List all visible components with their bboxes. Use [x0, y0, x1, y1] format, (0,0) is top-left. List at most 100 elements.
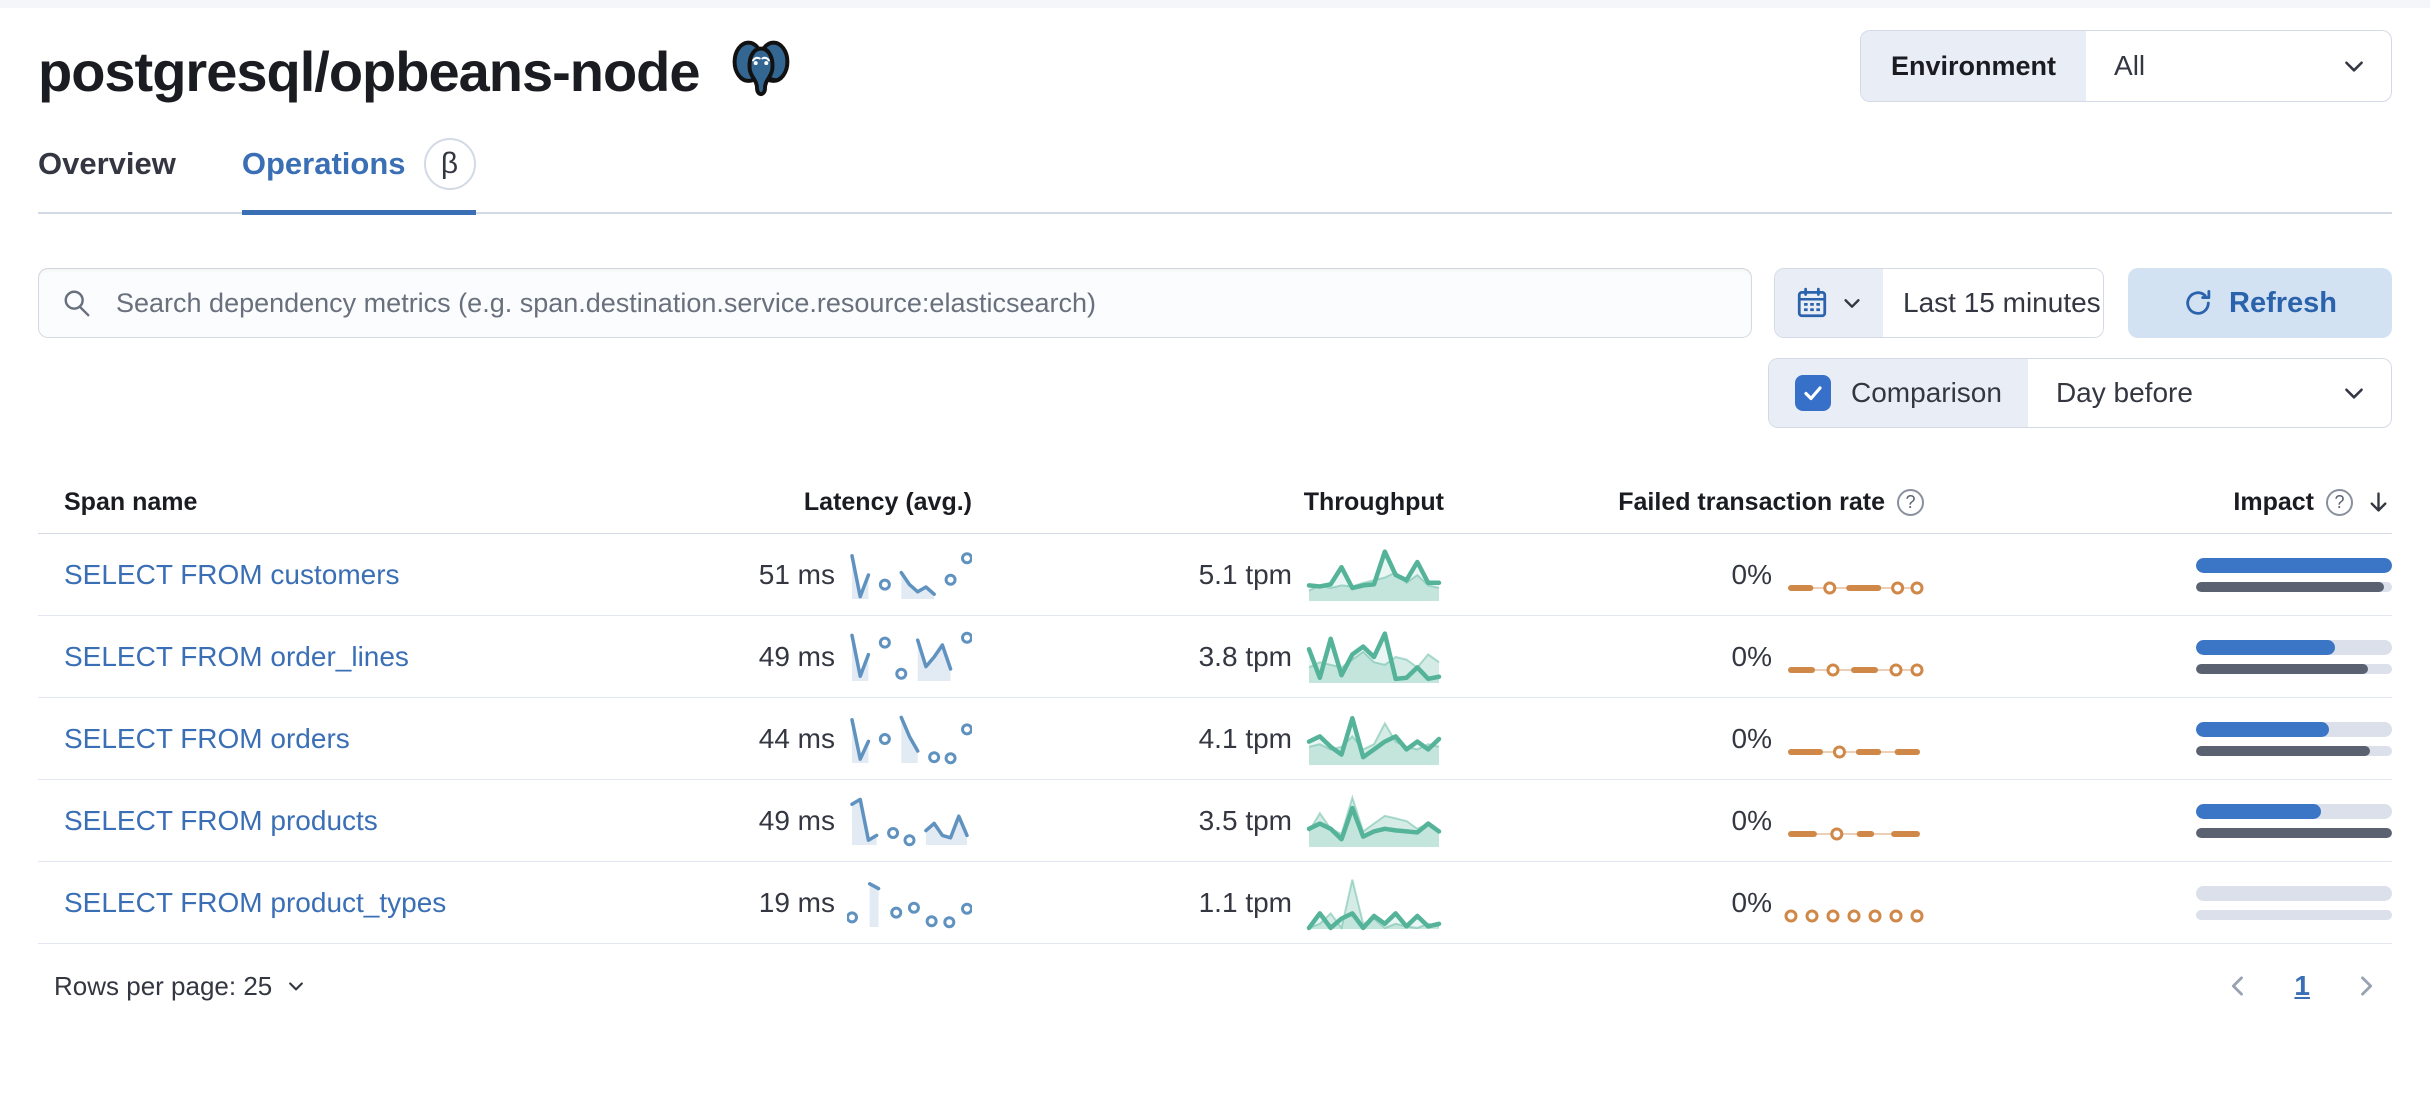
- table-row: SELECT FROM product_types 19 ms 1.1 tpm …: [38, 862, 2392, 944]
- environment-select[interactable]: Environment All: [1860, 30, 2392, 102]
- failed-rate-cell: 0%: [1444, 883, 1924, 923]
- help-icon[interactable]: ?: [1897, 489, 1924, 516]
- column-header-impact[interactable]: Impact ?: [1924, 488, 2392, 517]
- environment-value: All: [2114, 50, 2146, 81]
- failed-rate-sparkline-chart: [1784, 637, 1924, 677]
- environment-label: Environment: [1861, 31, 2087, 101]
- failed-rate-cell: 0%: [1444, 719, 1924, 759]
- failed-rate-sparkline-chart: [1784, 555, 1924, 595]
- column-header-span-name[interactable]: Span name: [64, 488, 198, 516]
- throughput-cell: 5.1 tpm: [972, 544, 1444, 606]
- impact-bar-current: [2196, 803, 2392, 819]
- span-name-link[interactable]: SELECT FROM orders: [64, 722, 350, 754]
- latency-value: 44 ms: [758, 722, 835, 754]
- table-row: SELECT FROM order_lines 49 ms 3.8 tpm 0%: [38, 616, 2392, 698]
- impact-cell: [2196, 557, 2392, 592]
- dependency-operations-page: postgresql/opbeans-node Environment All: [0, 30, 2430, 1002]
- throughput-value: 1.1 tpm: [1198, 886, 1292, 918]
- failed-rate-sparkline-chart: [1784, 801, 1924, 841]
- window-top-strip: [0, 0, 2430, 8]
- tab-bar: Overview Operations β: [38, 138, 2392, 215]
- throughput-sparkline-chart: [1304, 708, 1444, 770]
- impact-bar-current: [2196, 557, 2392, 573]
- refresh-button[interactable]: Refresh: [2128, 268, 2392, 338]
- failed-rate-value: 0%: [1731, 722, 1772, 754]
- page-header: postgresql/opbeans-node Environment All: [38, 30, 2392, 104]
- chevron-down-icon: [2341, 380, 2367, 406]
- latency-sparkline-chart: [847, 792, 972, 850]
- column-header-latency[interactable]: Latency (avg.): [803, 488, 972, 516]
- latency-cell: 51 ms: [542, 546, 972, 604]
- chevron-down-icon: [286, 976, 306, 996]
- page-number[interactable]: 1: [2294, 970, 2310, 1001]
- next-page-button[interactable]: [2352, 972, 2380, 1000]
- filter-bar: Last 15 minutes Refresh: [38, 268, 2392, 338]
- latency-cell: 49 ms: [542, 628, 972, 686]
- failed-rate-value: 0%: [1731, 558, 1772, 590]
- previous-page-button[interactable]: [2224, 972, 2252, 1000]
- throughput-cell: 3.8 tpm: [972, 626, 1444, 688]
- tab-operations[interactable]: Operations β: [241, 138, 476, 215]
- span-name-link[interactable]: SELECT FROM customers: [64, 558, 400, 590]
- impact-bar-previous: [2196, 581, 2392, 592]
- column-header-failed-rate[interactable]: Failed transaction rate ?: [1444, 488, 1924, 517]
- latency-cell: 19 ms: [542, 874, 972, 932]
- latency-cell: 44 ms: [542, 710, 972, 768]
- table-body: SELECT FROM customers 51 ms 5.1 tpm 0% S…: [38, 534, 2392, 944]
- time-range-value[interactable]: Last 15 minutes: [1883, 269, 2103, 337]
- latency-value: 49 ms: [758, 804, 835, 836]
- search-input[interactable]: [38, 268, 1752, 338]
- postgresql-elephant-icon: [728, 38, 794, 104]
- impact-bar-previous: [2196, 827, 2392, 838]
- latency-sparkline-chart: [847, 628, 972, 686]
- latency-value: 51 ms: [758, 558, 835, 590]
- failed-rate-sparkline-chart: [1784, 883, 1924, 923]
- calendar-menu-button[interactable]: [1775, 269, 1883, 337]
- impact-bar-current: [2196, 721, 2392, 737]
- span-name-link[interactable]: SELECT FROM order_lines: [64, 640, 409, 672]
- search-box: [38, 268, 1752, 338]
- help-icon[interactable]: ?: [2326, 489, 2353, 516]
- throughput-value: 3.5 tpm: [1198, 804, 1292, 836]
- comparison-select[interactable]: Day before: [2027, 359, 2391, 427]
- throughput-value: 4.1 tpm: [1198, 722, 1292, 754]
- failed-rate-cell: 0%: [1444, 801, 1924, 841]
- failed-rate-value: 0%: [1731, 886, 1772, 918]
- beta-badge: β: [423, 138, 476, 190]
- span-name-link[interactable]: SELECT FROM product_types: [64, 886, 447, 918]
- failed-rate-value: 0%: [1731, 640, 1772, 672]
- comparison-label: Comparison: [1851, 377, 2002, 408]
- chevron-down-icon: [1841, 292, 1863, 314]
- throughput-cell: 1.1 tpm: [972, 872, 1444, 934]
- impact-cell: [2196, 803, 2392, 838]
- page-title: postgresql/opbeans-node: [38, 39, 700, 103]
- latency-sparkline-chart: [847, 710, 972, 768]
- throughput-value: 3.8 tpm: [1198, 640, 1292, 672]
- comparison-checkbox[interactable]: [1795, 375, 1831, 411]
- throughput-sparkline-chart: [1304, 626, 1444, 688]
- table-footer: Rows per page: 25 1: [38, 970, 2392, 1002]
- impact-cell: [2196, 639, 2392, 674]
- impact-bar-previous: [2196, 663, 2392, 674]
- refresh-icon: [2183, 288, 2213, 318]
- throughput-cell: 4.1 tpm: [972, 708, 1444, 770]
- calendar-icon: [1795, 286, 1829, 320]
- time-range-picker: Last 15 minutes: [1774, 268, 2104, 338]
- span-name-link[interactable]: SELECT FROM products: [64, 804, 378, 836]
- impact-cell: [2196, 721, 2392, 756]
- failed-rate-value: 0%: [1731, 804, 1772, 836]
- rows-per-page-button[interactable]: Rows per page: 25: [54, 971, 306, 1002]
- throughput-sparkline-chart: [1304, 544, 1444, 606]
- latency-sparkline-chart: [847, 874, 972, 932]
- failed-rate-sparkline-chart: [1784, 719, 1924, 759]
- table-row: SELECT FROM products 49 ms 3.5 tpm 0%: [38, 780, 2392, 862]
- tab-overview[interactable]: Overview: [38, 146, 176, 181]
- table-row: SELECT FROM orders 44 ms 4.1 tpm 0%: [38, 698, 2392, 780]
- failed-rate-cell: 0%: [1444, 555, 1924, 595]
- operations-table: Span name Latency (avg.) Throughput Fail…: [38, 472, 2392, 944]
- column-header-throughput[interactable]: Throughput: [1303, 488, 1444, 516]
- latency-value: 49 ms: [758, 640, 835, 672]
- chevron-down-icon: [2341, 53, 2367, 79]
- table-row: SELECT FROM customers 51 ms 5.1 tpm 0%: [38, 534, 2392, 616]
- impact-bar-current: [2196, 639, 2392, 655]
